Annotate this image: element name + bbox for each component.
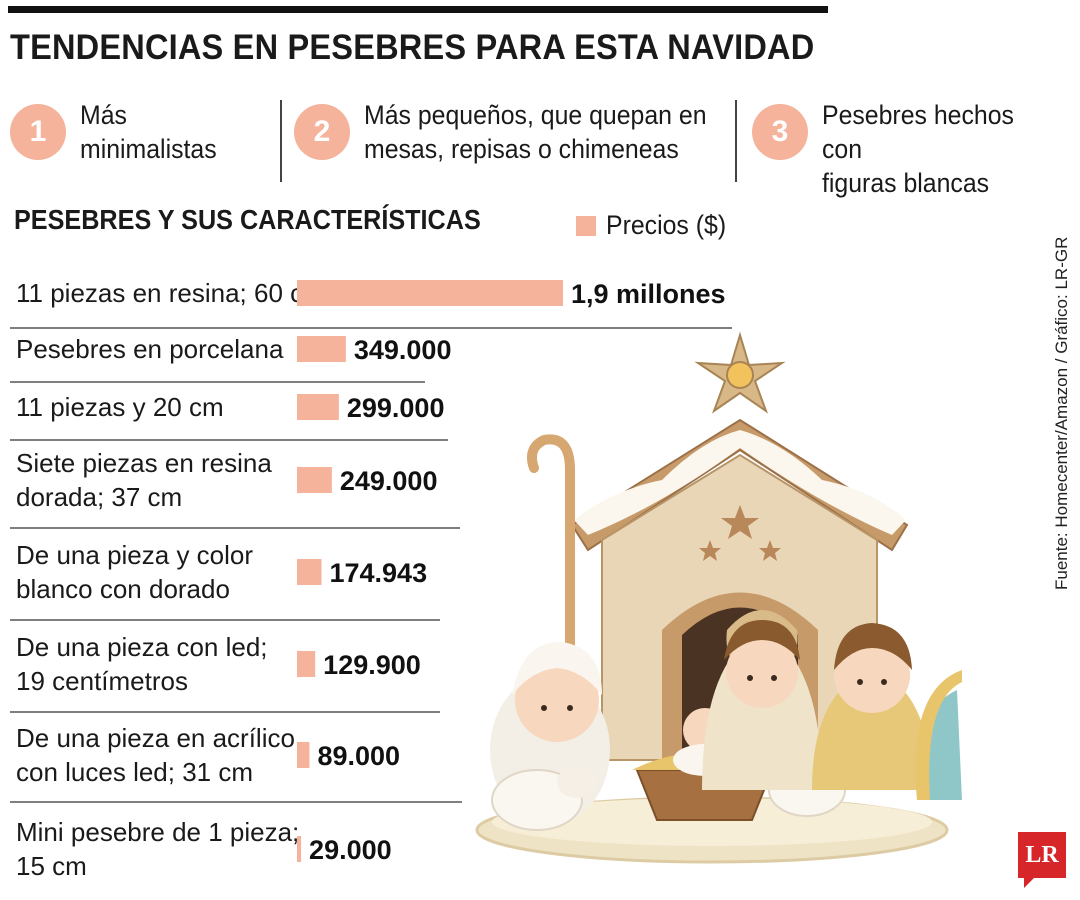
value-label: 1,9 millones [571,279,726,309]
chart-title: PESEBRES Y SUS CARACTERÍSTICAS [14,204,481,235]
price-bar [297,836,302,862]
divider [280,100,282,182]
trend-number: 3 [752,104,808,160]
value-label: 249.000 [340,466,438,496]
price-bar [297,467,332,493]
price-bar [297,742,310,768]
trend-item-2: 2 Más pequeños, que quepan en mesas, rep… [294,98,736,166]
category-label: Mini pesebre de 1 pieza; 15 cm [16,817,299,881]
value-label: 349.000 [354,335,452,365]
nativity-scene-illustration [475,331,962,864]
category-label: Siete piezas en resina dorada; 37 cm [16,448,272,512]
price-bar-chart: 11 piezas en resina; 60 cm 1,9 millones Pe… [10,278,732,881]
trend-text: Más pequeños, que quepan en mesas, repis… [364,100,707,164]
price-bar [297,559,322,585]
category-label: De una pieza y color blanco con dorado [16,540,253,604]
category-label: 11 piezas y 20 cm [16,392,224,422]
value-label: 89.000 [317,741,400,771]
value-label: 129.900 [323,650,421,680]
price-bar [297,280,563,306]
source-credit: Fuente: Homecenter/Amazon / Gráfico: LR-… [1052,236,1071,590]
value-label: 29.000 [309,835,392,865]
lr-logo: LR [1018,832,1066,888]
category-label: De una pieza con led; 19 centímetros [16,632,268,696]
price-bar [297,336,346,362]
price-bar [297,651,316,677]
trend-number: 2 [294,104,350,160]
legend-swatch [576,215,596,236]
trend-item-1: 1 Más minimalistas [10,98,229,166]
legend-label: Precios ($) [606,210,727,240]
trend-text: Más minimalistas [80,100,217,164]
divider [735,100,737,182]
top-rule [8,6,828,13]
category-label: Pesebres en porcelana [16,334,284,364]
trend-number: 1 [10,104,66,160]
trend-text: Pesebres hechos con figuras blancas [822,100,1014,198]
trend-item-3: 3 Pesebres hechos con figuras blancas [752,98,1080,200]
category-label: 11 piezas en resina; 60 cm [16,278,325,308]
value-label: 299.000 [347,393,445,423]
chart-legend: Precios ($) [576,210,737,241]
category-label: De una pieza en acrílico con luces led; 3… [16,723,295,787]
page-title: TENDENCIAS EN PESEBRES PARA ESTA NAVIDAD [10,28,815,67]
price-bar [297,394,339,420]
value-label: 174.943 [329,558,427,588]
